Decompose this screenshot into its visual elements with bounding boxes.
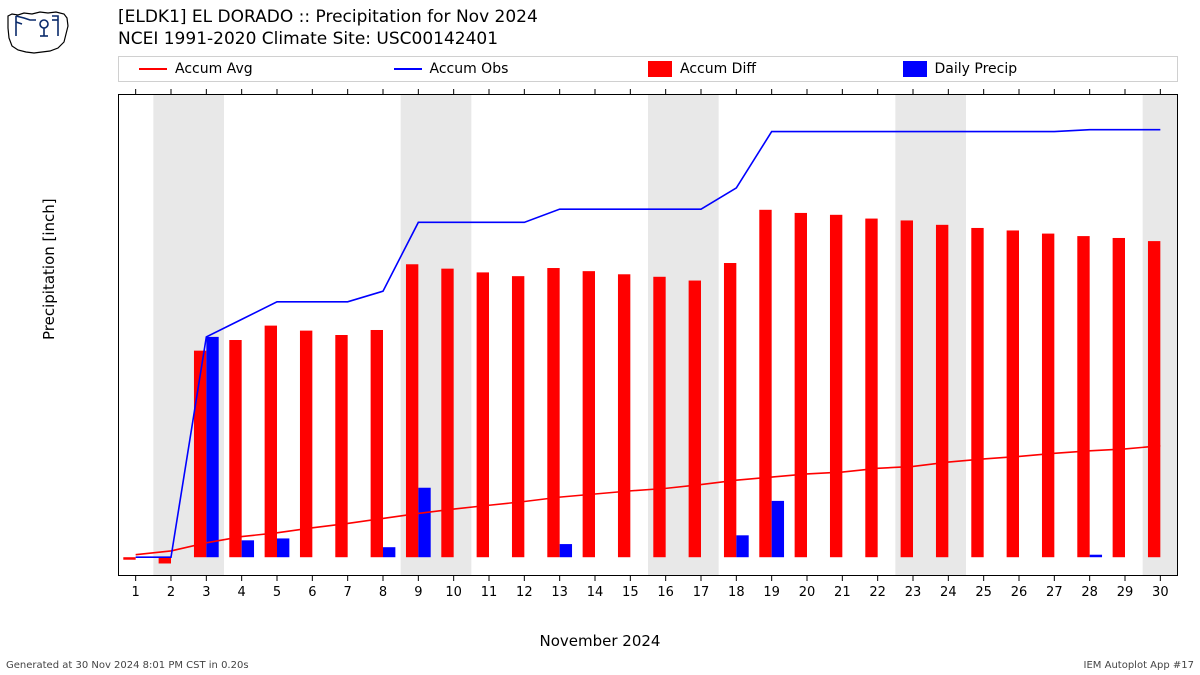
bar-accum-diff [1148,241,1160,557]
x-tick-label: 9 [414,585,422,600]
x-tick-label: 4 [238,585,246,600]
bar-accum-diff [159,557,171,563]
bar-accum-diff [300,331,312,558]
x-tick-label: 15 [622,585,639,600]
bar-accum-diff [795,213,807,557]
bar-accum-diff [653,277,665,557]
legend-swatch [139,68,167,70]
bar-accum-diff [512,276,524,557]
legend-label: Accum Obs [430,61,509,77]
x-tick-label: 17 [693,585,710,600]
bar-daily-precip [206,337,218,557]
bar-daily-precip [560,544,572,557]
bar-accum-diff [901,220,913,557]
legend-swatch [903,61,927,77]
bar-daily-precip [1090,555,1102,558]
bar-accum-diff [583,271,595,557]
legend: Accum Avg Accum Obs Accum Diff Daily Precip [118,56,1178,82]
bar-daily-precip [418,488,430,557]
bar-accum-diff [265,326,277,558]
bar-daily-precip [242,540,254,557]
legend-item: Daily Precip [903,61,1158,77]
x-tick-label: 18 [728,585,745,600]
x-tick-label: 13 [551,585,568,600]
legend-item: Accum Obs [394,61,649,77]
chart-title: [ELDK1] EL DORADO :: Precipitation for N… [118,6,538,50]
bar-accum-diff [229,340,241,557]
x-tick-label: 3 [202,585,210,600]
x-tick-label: 10 [445,585,462,600]
x-tick-label: 20 [799,585,816,600]
bar-accum-diff [371,330,383,557]
legend-swatch [648,61,672,77]
bar-accum-diff [194,351,206,558]
bar-accum-diff [1007,230,1019,557]
legend-label: Accum Diff [680,61,756,77]
bar-daily-precip [277,538,289,557]
bar-accum-diff [547,268,559,557]
x-tick-label: 29 [1117,585,1134,600]
x-axis-label: November 2024 [0,632,1200,650]
title-line-1: [ELDK1] EL DORADO :: Precipitation for N… [118,6,538,28]
bar-accum-diff [477,272,489,557]
x-tick-label: 14 [587,585,604,600]
bar-daily-precip [736,535,748,557]
x-tick-label: 11 [481,585,498,600]
x-tick-label: 30 [1152,585,1169,600]
legend-item: Accum Avg [139,61,394,77]
bar-daily-precip [383,547,395,557]
bar-daily-precip [772,501,784,557]
x-tick-label: 28 [1081,585,1098,600]
x-tick-label: 25 [975,585,992,600]
bar-accum-diff [618,274,630,557]
precip-chart: 0123456712345678910111213141516171819202… [118,88,1178,608]
footer-generated: Generated at 30 Nov 2024 8:01 PM CST in … [6,660,249,671]
bar-accum-diff [689,281,701,558]
x-tick-label: 27 [1046,585,1063,600]
legend-label: Accum Avg [175,61,253,77]
x-tick-label: 6 [308,585,316,600]
bar-accum-diff [724,263,736,557]
legend-label: Daily Precip [935,61,1018,77]
x-tick-label: 26 [1011,585,1028,600]
x-tick-label: 1 [132,585,140,600]
title-line-2: NCEI 1991-2020 Climate Site: USC00142401 [118,28,538,50]
bar-accum-diff [1042,234,1054,558]
bar-accum-diff [441,269,453,558]
x-tick-label: 5 [273,585,281,600]
x-tick-label: 7 [344,585,352,600]
x-tick-label: 16 [657,585,674,600]
bar-accum-diff [865,219,877,558]
bar-accum-diff [936,225,948,557]
x-tick-label: 24 [940,585,957,600]
bar-accum-diff [971,228,983,557]
bar-accum-diff [123,557,135,560]
x-tick-label: 19 [763,585,780,600]
y-axis-label: Precipitation [inch] [40,198,58,340]
bar-accum-diff [1113,238,1125,557]
bar-accum-diff [759,210,771,557]
x-tick-label: 2 [167,585,175,600]
legend-swatch [394,68,422,70]
x-tick-label: 22 [869,585,886,600]
iem-logo [6,6,70,56]
footer-appid: IEM Autoplot App #17 [1084,660,1194,671]
x-tick-label: 12 [516,585,533,600]
bar-accum-diff [830,215,842,557]
x-tick-label: 8 [379,585,387,600]
x-tick-label: 21 [834,585,851,600]
bar-accum-diff [1077,236,1089,557]
x-tick-label: 23 [905,585,922,600]
legend-item: Accum Diff [648,61,903,77]
